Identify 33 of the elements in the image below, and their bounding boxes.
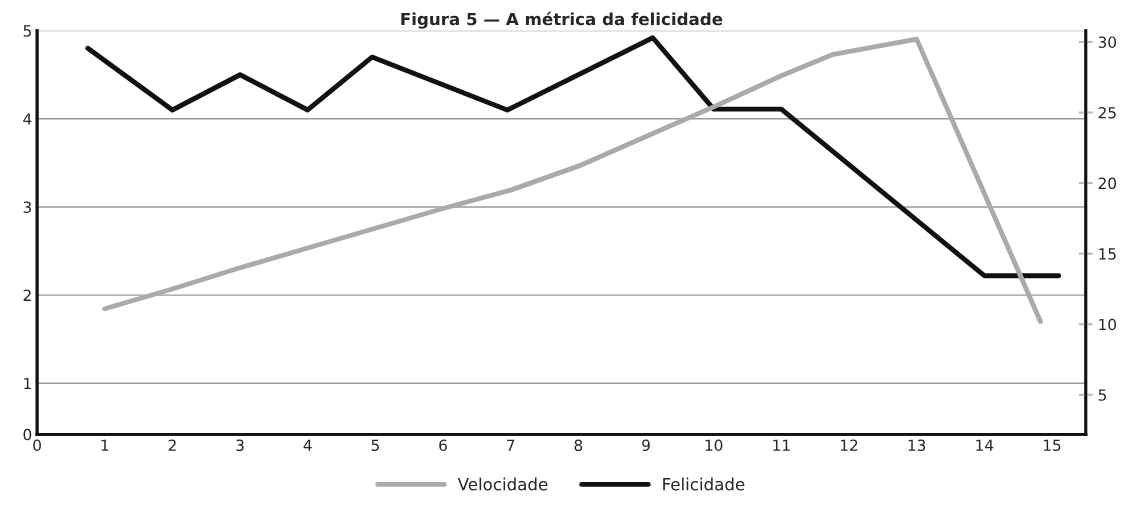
chart-title: Figura 5 — A métrica da felicidade (401, 11, 723, 29)
y2-tick-label: 15 (1099, 248, 1116, 260)
y2-tick-label: 10 (1099, 318, 1117, 331)
x-tick-label: 1 (101, 439, 109, 451)
x-tick-label: 13 (908, 439, 926, 452)
x-tick-label: 8 (574, 439, 583, 452)
y2-tick-label: 20 (1098, 177, 1117, 190)
x-tick-label: 11 (773, 439, 790, 451)
y2-tick-label: 5 (1098, 389, 1106, 401)
line-series (85, 35, 1062, 279)
legend-label: Velocidade (457, 477, 548, 491)
y-tick-label: 2 (23, 289, 31, 301)
y-tick-label: 3 (23, 201, 32, 213)
x-tick-label: 4 (303, 439, 312, 451)
y-tick-label: 4 (23, 113, 32, 125)
x-tick-label: 2 (168, 439, 176, 451)
x-tick-label: 5 (371, 439, 379, 452)
x-tick-label: 9 (642, 439, 650, 452)
line-series (102, 36, 1043, 324)
x-tick-label: 6 (439, 439, 447, 452)
x-tick-label: 10 (705, 439, 723, 452)
x-tick-label: 12 (840, 439, 858, 451)
x-tick-label: 15 (1043, 439, 1061, 452)
legend-label: Felicidade (663, 477, 745, 491)
x-tick-label: 3 (236, 439, 244, 452)
y-tick-label: 5 (23, 25, 31, 37)
y-tick-label: 1 (24, 377, 31, 390)
x-tick-label: 14 (976, 439, 994, 451)
x-tick-label: 0 (33, 439, 41, 452)
y2-tick-label: 25 (1098, 106, 1116, 119)
y-tick-label: 0 (23, 428, 32, 441)
y2-tick-label: 30 (1098, 36, 1117, 48)
x-tick-label: 7 (507, 439, 515, 451)
